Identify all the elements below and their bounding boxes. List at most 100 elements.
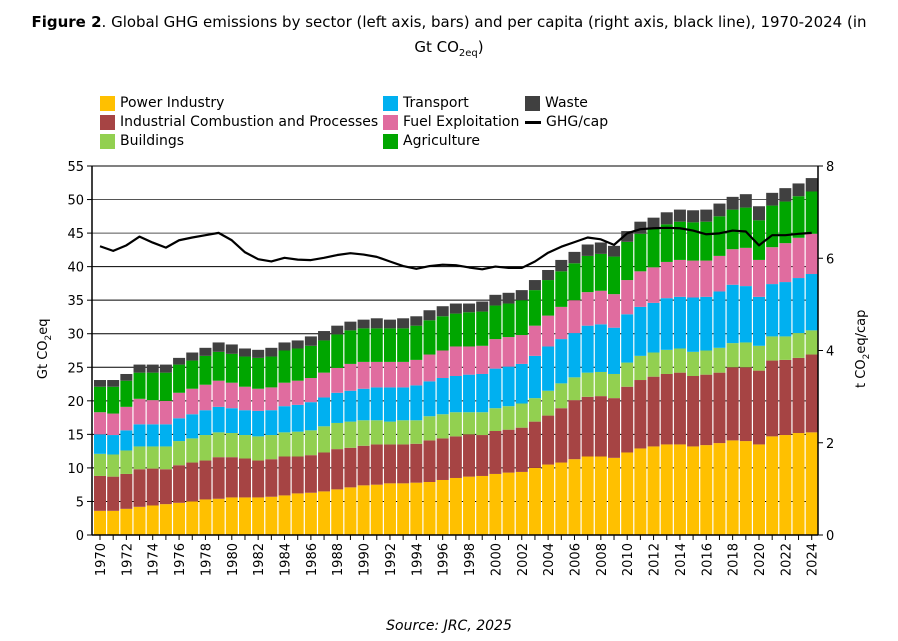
y-tick-label: 50 <box>67 194 84 209</box>
bar-agriculture-1995 <box>423 320 436 355</box>
bar-agriculture-2008 <box>594 253 607 291</box>
bar-waste-2024 <box>805 178 818 192</box>
bar-agriculture-1997 <box>449 313 462 347</box>
bar-fuel-exploitation-1985 <box>291 380 304 405</box>
bar-waste-1992 <box>383 319 396 329</box>
bar-transport-1997 <box>449 375 462 413</box>
x-tick-label: 2010 <box>621 543 636 576</box>
bar-waste-2013 <box>660 212 673 225</box>
bar-waste-1976 <box>173 357 186 365</box>
bar-waste-2022 <box>779 188 792 202</box>
bar-buildings-1970 <box>94 453 106 476</box>
bar-industrial-combustion-and-processes-1974 <box>146 468 159 506</box>
bar-fuel-exploitation-1998 <box>463 346 476 375</box>
bar-power-industry-1995 <box>423 481 436 535</box>
bar-fuel-exploitation-2008 <box>594 290 607 325</box>
bar-power-industry-2004 <box>542 464 555 535</box>
y-tick-label: 35 <box>67 294 84 309</box>
bar-power-industry-2012 <box>647 446 660 535</box>
bar-transport-1991 <box>370 387 383 421</box>
bar-buildings-1980 <box>225 433 238 458</box>
legend-label: Fuel Exploitation <box>403 114 520 130</box>
x-tick-label: 2024 <box>806 543 821 576</box>
bar-agriculture-2024 <box>805 191 818 234</box>
bar-waste-1981 <box>238 348 251 357</box>
legend-label: Transport <box>403 95 469 111</box>
bar-waste-2008 <box>594 242 607 254</box>
x-tick-label: 1970 <box>94 543 109 576</box>
bar-power-industry-2002 <box>515 471 528 535</box>
legend-label: GHG/cap <box>546 114 609 130</box>
bar-agriculture-1975 <box>159 372 172 401</box>
legend-item: Waste <box>525 94 588 112</box>
x-tick-label: 1998 <box>463 543 478 576</box>
x-tick-label: 1982 <box>252 543 267 576</box>
bar-fuel-exploitation-1976 <box>173 392 186 419</box>
bar-buildings-2014 <box>673 348 686 373</box>
y-tick-label: 55 <box>67 160 84 175</box>
bar-power-industry-1996 <box>436 479 449 535</box>
bar-waste-1996 <box>436 306 449 317</box>
bar-industrial-combustion-and-processes-1975 <box>159 469 172 505</box>
bar-fuel-exploitation-2020 <box>753 259 765 297</box>
bar-agriculture-2023 <box>792 196 805 238</box>
bar-transport-1985 <box>291 404 304 432</box>
bar-waste-1977 <box>186 352 199 361</box>
bar-transport-1993 <box>397 387 410 421</box>
bar-power-industry-1992 <box>383 483 396 535</box>
bar-buildings-2004 <box>542 390 555 416</box>
figure-caption-end: ) <box>477 38 484 56</box>
bar-buildings-1999 <box>476 412 489 436</box>
y2-tick-label: 2 <box>826 437 834 452</box>
bar-waste-1998 <box>463 303 476 313</box>
bar-buildings-2005 <box>555 383 568 409</box>
bar-power-industry-2008 <box>594 456 607 535</box>
bar-power-industry-1973 <box>133 506 146 535</box>
bar-buildings-1996 <box>436 414 449 439</box>
bar-power-industry-1982 <box>252 497 265 535</box>
bar-power-industry-1984 <box>278 495 291 535</box>
legend-item: Agriculture <box>383 132 480 150</box>
bar-agriculture-1980 <box>225 353 238 383</box>
bar-transport-2007 <box>581 325 594 373</box>
bar-transport-2022 <box>779 282 792 337</box>
bar-fuel-exploitation-2002 <box>515 335 528 364</box>
y-tick-label: 15 <box>67 428 84 443</box>
y-tick-label: 5 <box>76 495 84 510</box>
bar-waste-1973 <box>133 364 146 373</box>
y2-axis-label-sub: 2 <box>861 353 872 360</box>
bar-transport-1996 <box>436 378 449 415</box>
bar-power-industry-2017 <box>713 443 726 535</box>
x-tick-label: 2006 <box>568 543 583 576</box>
bar-buildings-1971 <box>107 454 120 477</box>
bar-fuel-exploitation-1975 <box>159 400 172 425</box>
y2-axis-label-main: t CO <box>854 359 870 388</box>
bar-industrial-combustion-and-processes-1978 <box>199 460 212 500</box>
bar-fuel-exploitation-1995 <box>423 354 436 382</box>
bar-buildings-2021 <box>766 336 779 361</box>
bar-fuel-exploitation-1986 <box>304 378 317 403</box>
bar-transport-1982 <box>252 410 265 437</box>
bar-industrial-combustion-and-processes-2018 <box>726 367 739 441</box>
bar-waste-2021 <box>766 192 779 206</box>
bar-power-industry-2011 <box>634 448 647 535</box>
x-tick-label: 1992 <box>384 543 399 576</box>
x-tick-label: 1988 <box>331 543 346 576</box>
bar-agriculture-2020 <box>753 220 765 260</box>
bar-power-industry-2016 <box>700 445 713 535</box>
bar-transport-1999 <box>476 373 489 413</box>
bar-power-industry-2010 <box>621 452 634 535</box>
bar-agriculture-2000 <box>489 305 502 340</box>
bar-agriculture-1986 <box>304 345 317 379</box>
bar-waste-1990 <box>357 319 370 329</box>
bar-fuel-exploitation-1979 <box>212 380 225 407</box>
bar-buildings-1972 <box>120 450 133 474</box>
x-tick-label: 2002 <box>516 543 531 576</box>
bar-agriculture-2003 <box>528 290 541 326</box>
bar-industrial-combustion-and-processes-1987 <box>318 452 331 492</box>
bar-fuel-exploitation-2010 <box>621 280 634 315</box>
bar-waste-2019 <box>739 194 752 208</box>
bar-buildings-1974 <box>146 446 159 469</box>
bar-agriculture-1983 <box>265 356 278 388</box>
x-tick-label: 2022 <box>779 543 794 576</box>
